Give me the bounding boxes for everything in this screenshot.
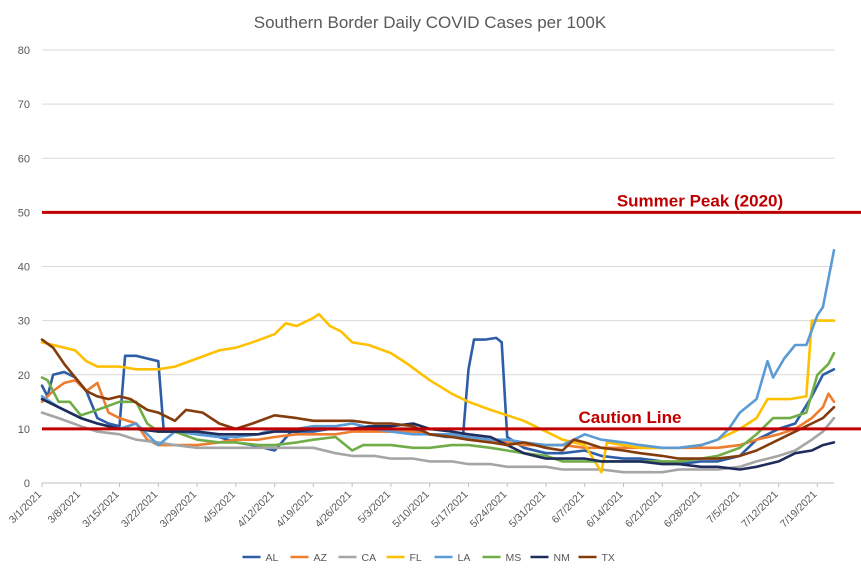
x-tick-label: 6/7/2021: [550, 489, 587, 526]
x-tick-label: 5/24/2021: [468, 489, 510, 531]
x-tick-label: 4/19/2021: [274, 489, 316, 531]
reference-line-label: Summer Peak (2020): [617, 191, 783, 210]
y-tick-label: 60: [18, 153, 30, 165]
x-tick-label: 7/19/2021: [778, 489, 820, 531]
x-tick-label: 4/5/2021: [201, 489, 238, 526]
x-tick-label: 7/5/2021: [705, 489, 742, 526]
gridlines: [42, 49, 834, 484]
x-tick-label: 6/28/2021: [662, 489, 704, 531]
x-tick-label: 3/29/2021: [158, 489, 200, 531]
legend-label-fl: FL: [410, 552, 422, 564]
series-line-ms: [40, 351, 836, 463]
x-tick-label: 3/15/2021: [80, 489, 122, 531]
series-line-ca: [40, 411, 836, 474]
x-tick-label: 7/12/2021: [739, 489, 781, 531]
x-tick-label: 6/21/2021: [623, 489, 665, 531]
x-tick-label: 4/26/2021: [313, 489, 355, 531]
y-tick-label: 70: [18, 99, 30, 111]
series-line-tx: [40, 338, 836, 460]
legend: AL AZ CA FL LA MS NM TX: [242, 552, 615, 564]
y-tick-label: 40: [18, 262, 30, 274]
series-lines: [40, 249, 836, 474]
y-tick-label: 20: [18, 370, 30, 382]
x-tick-label: 3/22/2021: [119, 489, 161, 531]
y-tick-label: 50: [18, 207, 30, 219]
y-tick-label: 80: [18, 45, 30, 57]
x-tick-label: 6/14/2021: [584, 489, 626, 531]
reference-line-label: Caution Line: [579, 408, 682, 427]
legend-label-la: LA: [458, 552, 471, 564]
x-tick-label: 4/12/2021: [235, 489, 277, 531]
y-tick-label: 0: [24, 478, 30, 490]
x-tick-label: 5/10/2021: [390, 489, 432, 531]
chart-title: Southern Border Daily COVID Cases per 10…: [254, 13, 607, 32]
x-tick-label: 3/1/2021: [7, 489, 44, 526]
y-tick-label: 30: [18, 316, 30, 328]
legend-label-nm: NM: [554, 552, 570, 564]
legend-label-al: AL: [266, 552, 279, 564]
y-axis: 0 10 20 30 40 50 60 70 80: [18, 45, 30, 490]
legend-label-tx: TX: [602, 552, 615, 564]
x-tick-label: 5/31/2021: [507, 489, 549, 531]
x-tick-label: 5/17/2021: [429, 489, 471, 531]
y-tick-label: 10: [18, 424, 30, 436]
x-tick-label: 3/8/2021: [46, 489, 83, 526]
series-line-la: [40, 249, 836, 450]
reference-lines: Summer Peak (2020) Caution Line: [42, 191, 861, 431]
legend-label-az: AZ: [314, 552, 328, 564]
series-line-nm: [40, 397, 836, 471]
legend-label-ms: MS: [506, 552, 522, 564]
x-tick-label: 5/3/2021: [356, 489, 393, 526]
series-line-az: [40, 378, 836, 450]
legend-label-ca: CA: [362, 552, 377, 564]
x-axis: 3/1/2021 3/8/20213/15/20213/22/20213/29/2…: [7, 483, 820, 530]
